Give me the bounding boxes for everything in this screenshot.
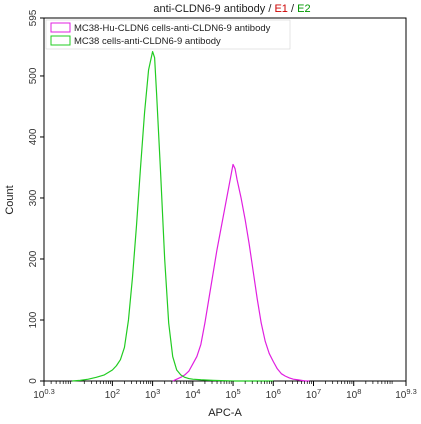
x-tick-label: 107 [306, 387, 321, 401]
y-axis: 0 100 200 300 400 500 595 [28, 9, 44, 384]
y-tick-label: 595 [28, 9, 39, 26]
x-tick-label: 104 [185, 387, 200, 401]
x-tick-label: 108 [346, 387, 361, 401]
x-tick-label: 106 [266, 387, 281, 401]
x-axis-title: APC-A [208, 407, 242, 419]
chart-title-separator-1: / [265, 3, 274, 15]
series-layer [72, 50, 310, 382]
y-tick-label: 100 [28, 311, 39, 328]
legend-swatch-series-2 [50, 35, 71, 46]
legend-swatch-series-1 [50, 22, 71, 33]
x-axis: 100.3 102 103 104 105 106 107 108 109.3 [33, 381, 417, 401]
legend-label-series-1: MC38-Hu-CLDN6 cells-anti-CLDN6-9 antibod… [74, 23, 271, 34]
chart-title: anti-CLDN6-9 antibody / E1 / E2 [153, 3, 310, 15]
legend-label-series-2: MC38 cells-anti-CLDN6-9 antibody [74, 36, 221, 47]
y-axis-title: Count [4, 185, 16, 214]
chart-title-e2: E2 [297, 3, 310, 15]
x-tick-label: 100.3 [33, 387, 55, 401]
y-tick-label: 500 [28, 67, 39, 84]
chart-title-e1: E1 [274, 3, 287, 15]
legend: MC38-Hu-CLDN6 cells-anti-CLDN6-9 antibod… [45, 19, 291, 50]
x-tick-label: 105 [225, 387, 240, 401]
x-tick-label: 103 [145, 387, 160, 401]
x-tick-label: 109.3 [395, 387, 417, 401]
y-tick-label: 400 [28, 128, 39, 145]
chart-title-separator-2: / [288, 3, 297, 15]
x-tick-label: 102 [105, 387, 120, 401]
y-tick-label: 0 [28, 378, 39, 384]
y-tick-label: 200 [28, 250, 39, 267]
series-line-2 [72, 50, 274, 382]
chart-title-main: anti-CLDN6-9 antibody [153, 3, 265, 15]
y-tick-label: 300 [28, 189, 39, 206]
series-line-1 [172, 163, 310, 382]
